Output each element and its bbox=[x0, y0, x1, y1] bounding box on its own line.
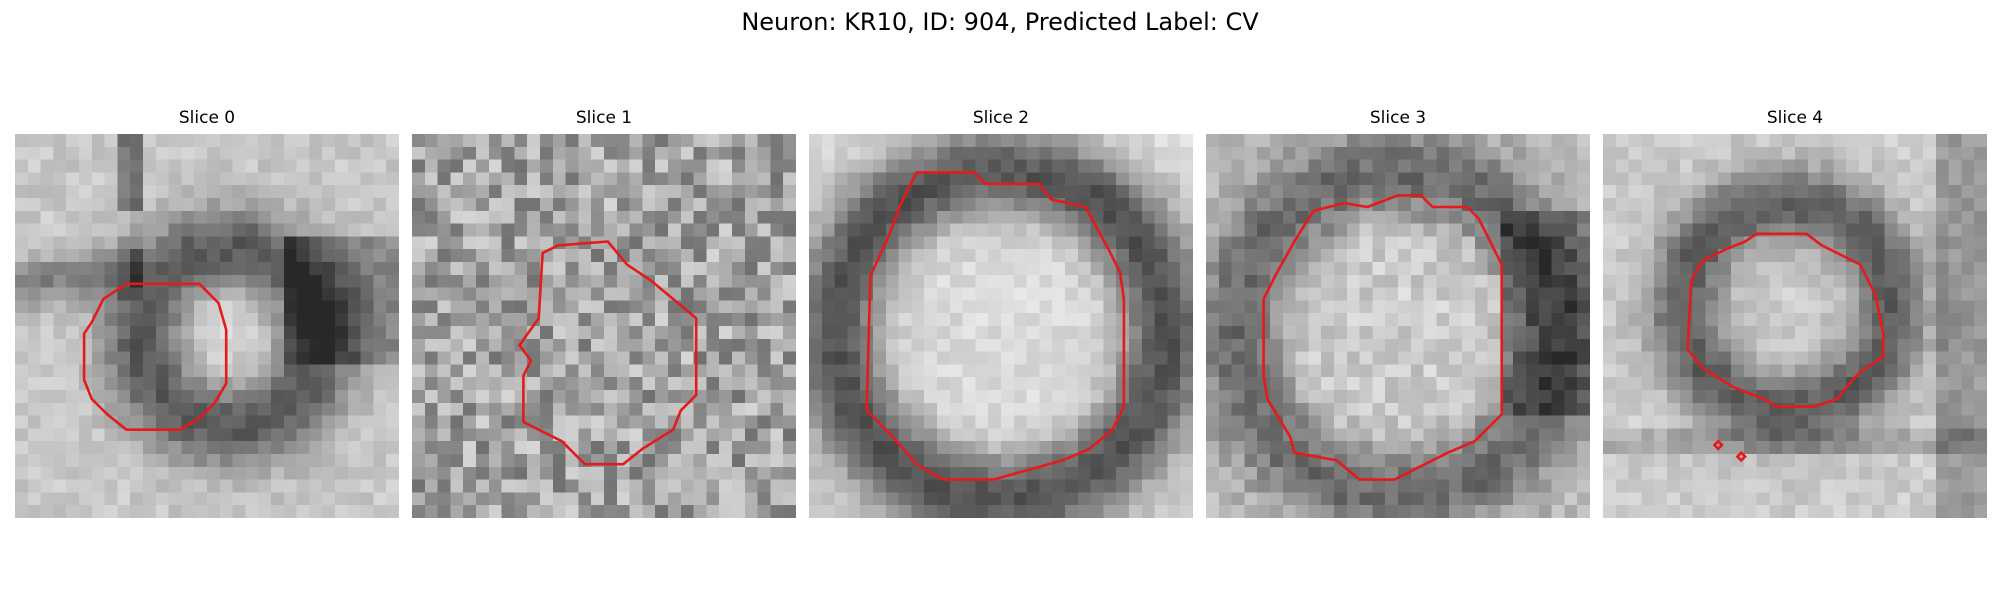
pixel-grid bbox=[1603, 134, 1987, 518]
cell-contour bbox=[518, 240, 698, 466]
small-contour bbox=[1712, 439, 1724, 451]
pixel-grid bbox=[15, 134, 399, 518]
cell-contour bbox=[1262, 194, 1504, 481]
panel-title: Slice 3 bbox=[1369, 108, 1427, 128]
slice-image bbox=[15, 134, 399, 518]
panel-title: Slice 2 bbox=[972, 108, 1030, 128]
slice-image bbox=[809, 134, 1193, 518]
small-contour bbox=[1735, 450, 1747, 463]
pixel-grid bbox=[412, 134, 796, 518]
pixel-grid bbox=[1206, 134, 1590, 518]
slice-image bbox=[1603, 134, 1987, 518]
slice-image bbox=[412, 134, 796, 518]
cell-contour bbox=[1686, 232, 1885, 408]
slice-image bbox=[1206, 134, 1590, 518]
figure-title: Neuron: KR10, ID: 904, Predicted Label: … bbox=[741, 8, 1259, 36]
panel-title: Slice 4 bbox=[1766, 108, 1824, 128]
cell-contour bbox=[865, 171, 1126, 481]
panel-title: Slice 0 bbox=[178, 108, 236, 128]
pixel-grid bbox=[809, 134, 1193, 518]
panel-title: Slice 1 bbox=[575, 108, 633, 128]
cell-contour bbox=[82, 282, 228, 432]
